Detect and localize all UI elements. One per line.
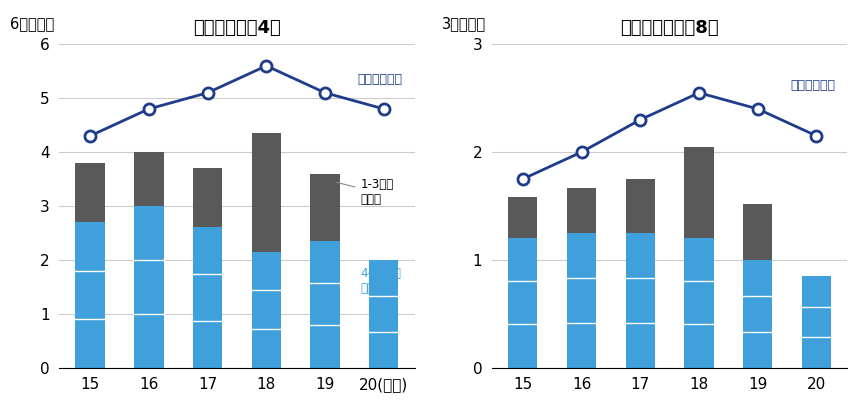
Text: 手持ち工事高: 手持ち工事高: [358, 73, 403, 86]
Bar: [567, 188, 596, 233]
Title: 準大手施工会社8社: 準大手施工会社8社: [620, 19, 719, 37]
Bar: [743, 260, 772, 368]
Title: 大手施工会社4社: 大手施工会社4社: [193, 19, 281, 37]
Text: 4-12月の
受注高: 4-12月の 受注高: [360, 267, 401, 295]
Bar: [567, 233, 596, 368]
Bar: [193, 168, 222, 227]
Bar: [75, 222, 105, 368]
Text: 1-3月の
受注高: 1-3月の 受注高: [337, 178, 394, 207]
Bar: [251, 133, 281, 252]
Text: 3（兆円）: 3（兆円）: [442, 16, 486, 31]
Bar: [743, 204, 772, 260]
Bar: [508, 238, 537, 368]
Bar: [369, 260, 398, 368]
Bar: [134, 152, 163, 206]
Bar: [310, 173, 340, 241]
Bar: [684, 147, 714, 238]
Bar: [193, 227, 222, 368]
Bar: [75, 163, 105, 222]
Bar: [508, 197, 537, 238]
Bar: [626, 179, 655, 233]
Bar: [310, 241, 340, 368]
Bar: [626, 233, 655, 368]
Bar: [802, 276, 831, 368]
Bar: [134, 206, 163, 368]
Bar: [684, 238, 714, 368]
Bar: [251, 252, 281, 368]
Text: 6（兆円）: 6（兆円）: [10, 16, 54, 31]
Text: 手持ち工事高: 手持ち工事高: [790, 79, 835, 92]
